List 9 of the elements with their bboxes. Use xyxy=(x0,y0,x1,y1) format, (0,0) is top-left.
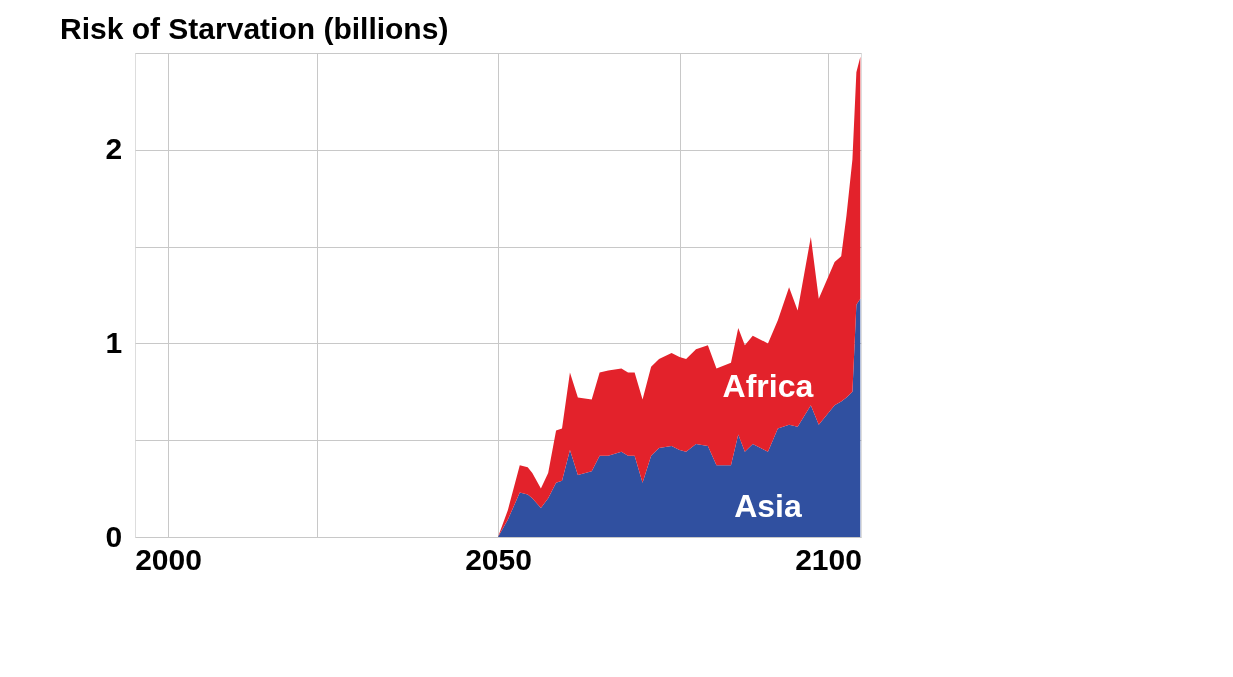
x-tick-label: 2100 xyxy=(795,542,862,576)
chart-title: Risk of Starvation (billions) xyxy=(60,12,449,45)
series-label: Asia xyxy=(734,488,802,525)
x-tick-label: 2000 xyxy=(135,542,202,576)
series-label: Africa xyxy=(722,367,814,404)
x-tick-label: 2050 xyxy=(465,542,532,576)
y-tick-label: 2 xyxy=(105,132,123,166)
y-tick-label: 0 xyxy=(105,519,123,553)
y-tick-label: 1 xyxy=(105,325,123,359)
